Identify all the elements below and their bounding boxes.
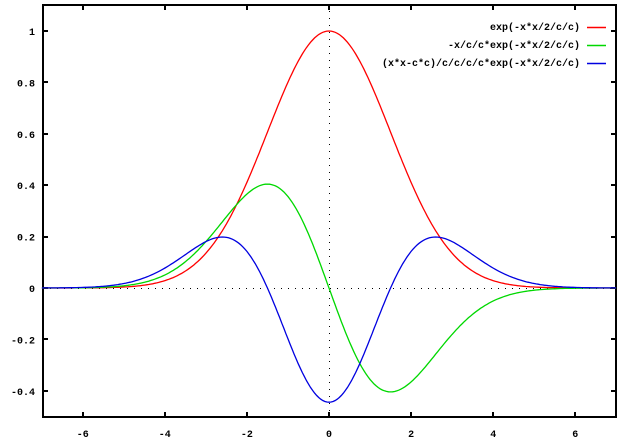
svg-text:-4: -4	[159, 430, 171, 441]
svg-text:0.6: 0.6	[17, 131, 35, 142]
svg-text:0.8: 0.8	[17, 79, 35, 90]
svg-text:0: 0	[326, 430, 332, 441]
svg-text:exp(-x*x/2/c/c): exp(-x*x/2/c/c)	[490, 22, 580, 34]
svg-text:0.2: 0.2	[17, 234, 35, 245]
svg-text:0.4: 0.4	[17, 182, 35, 193]
svg-text:1: 1	[29, 28, 35, 39]
svg-text:-2: -2	[241, 430, 253, 441]
svg-text:2: 2	[408, 430, 414, 441]
svg-text:4: 4	[490, 430, 496, 441]
svg-text:-x/c/c*exp(-x*x/2/c/c): -x/c/c*exp(-x*x/2/c/c)	[448, 40, 580, 52]
svg-text:6: 6	[572, 430, 578, 441]
svg-text:(x*x-c*c)/c/c/c/c*exp(-x*x/2/c: (x*x-c*c)/c/c/c/c*exp(-x*x/2/c/c)	[382, 58, 580, 70]
svg-text:-0.2: -0.2	[11, 336, 35, 347]
svg-text:-0.4: -0.4	[11, 388, 35, 399]
svg-text:0: 0	[29, 285, 35, 296]
svg-text:-6: -6	[77, 430, 89, 441]
